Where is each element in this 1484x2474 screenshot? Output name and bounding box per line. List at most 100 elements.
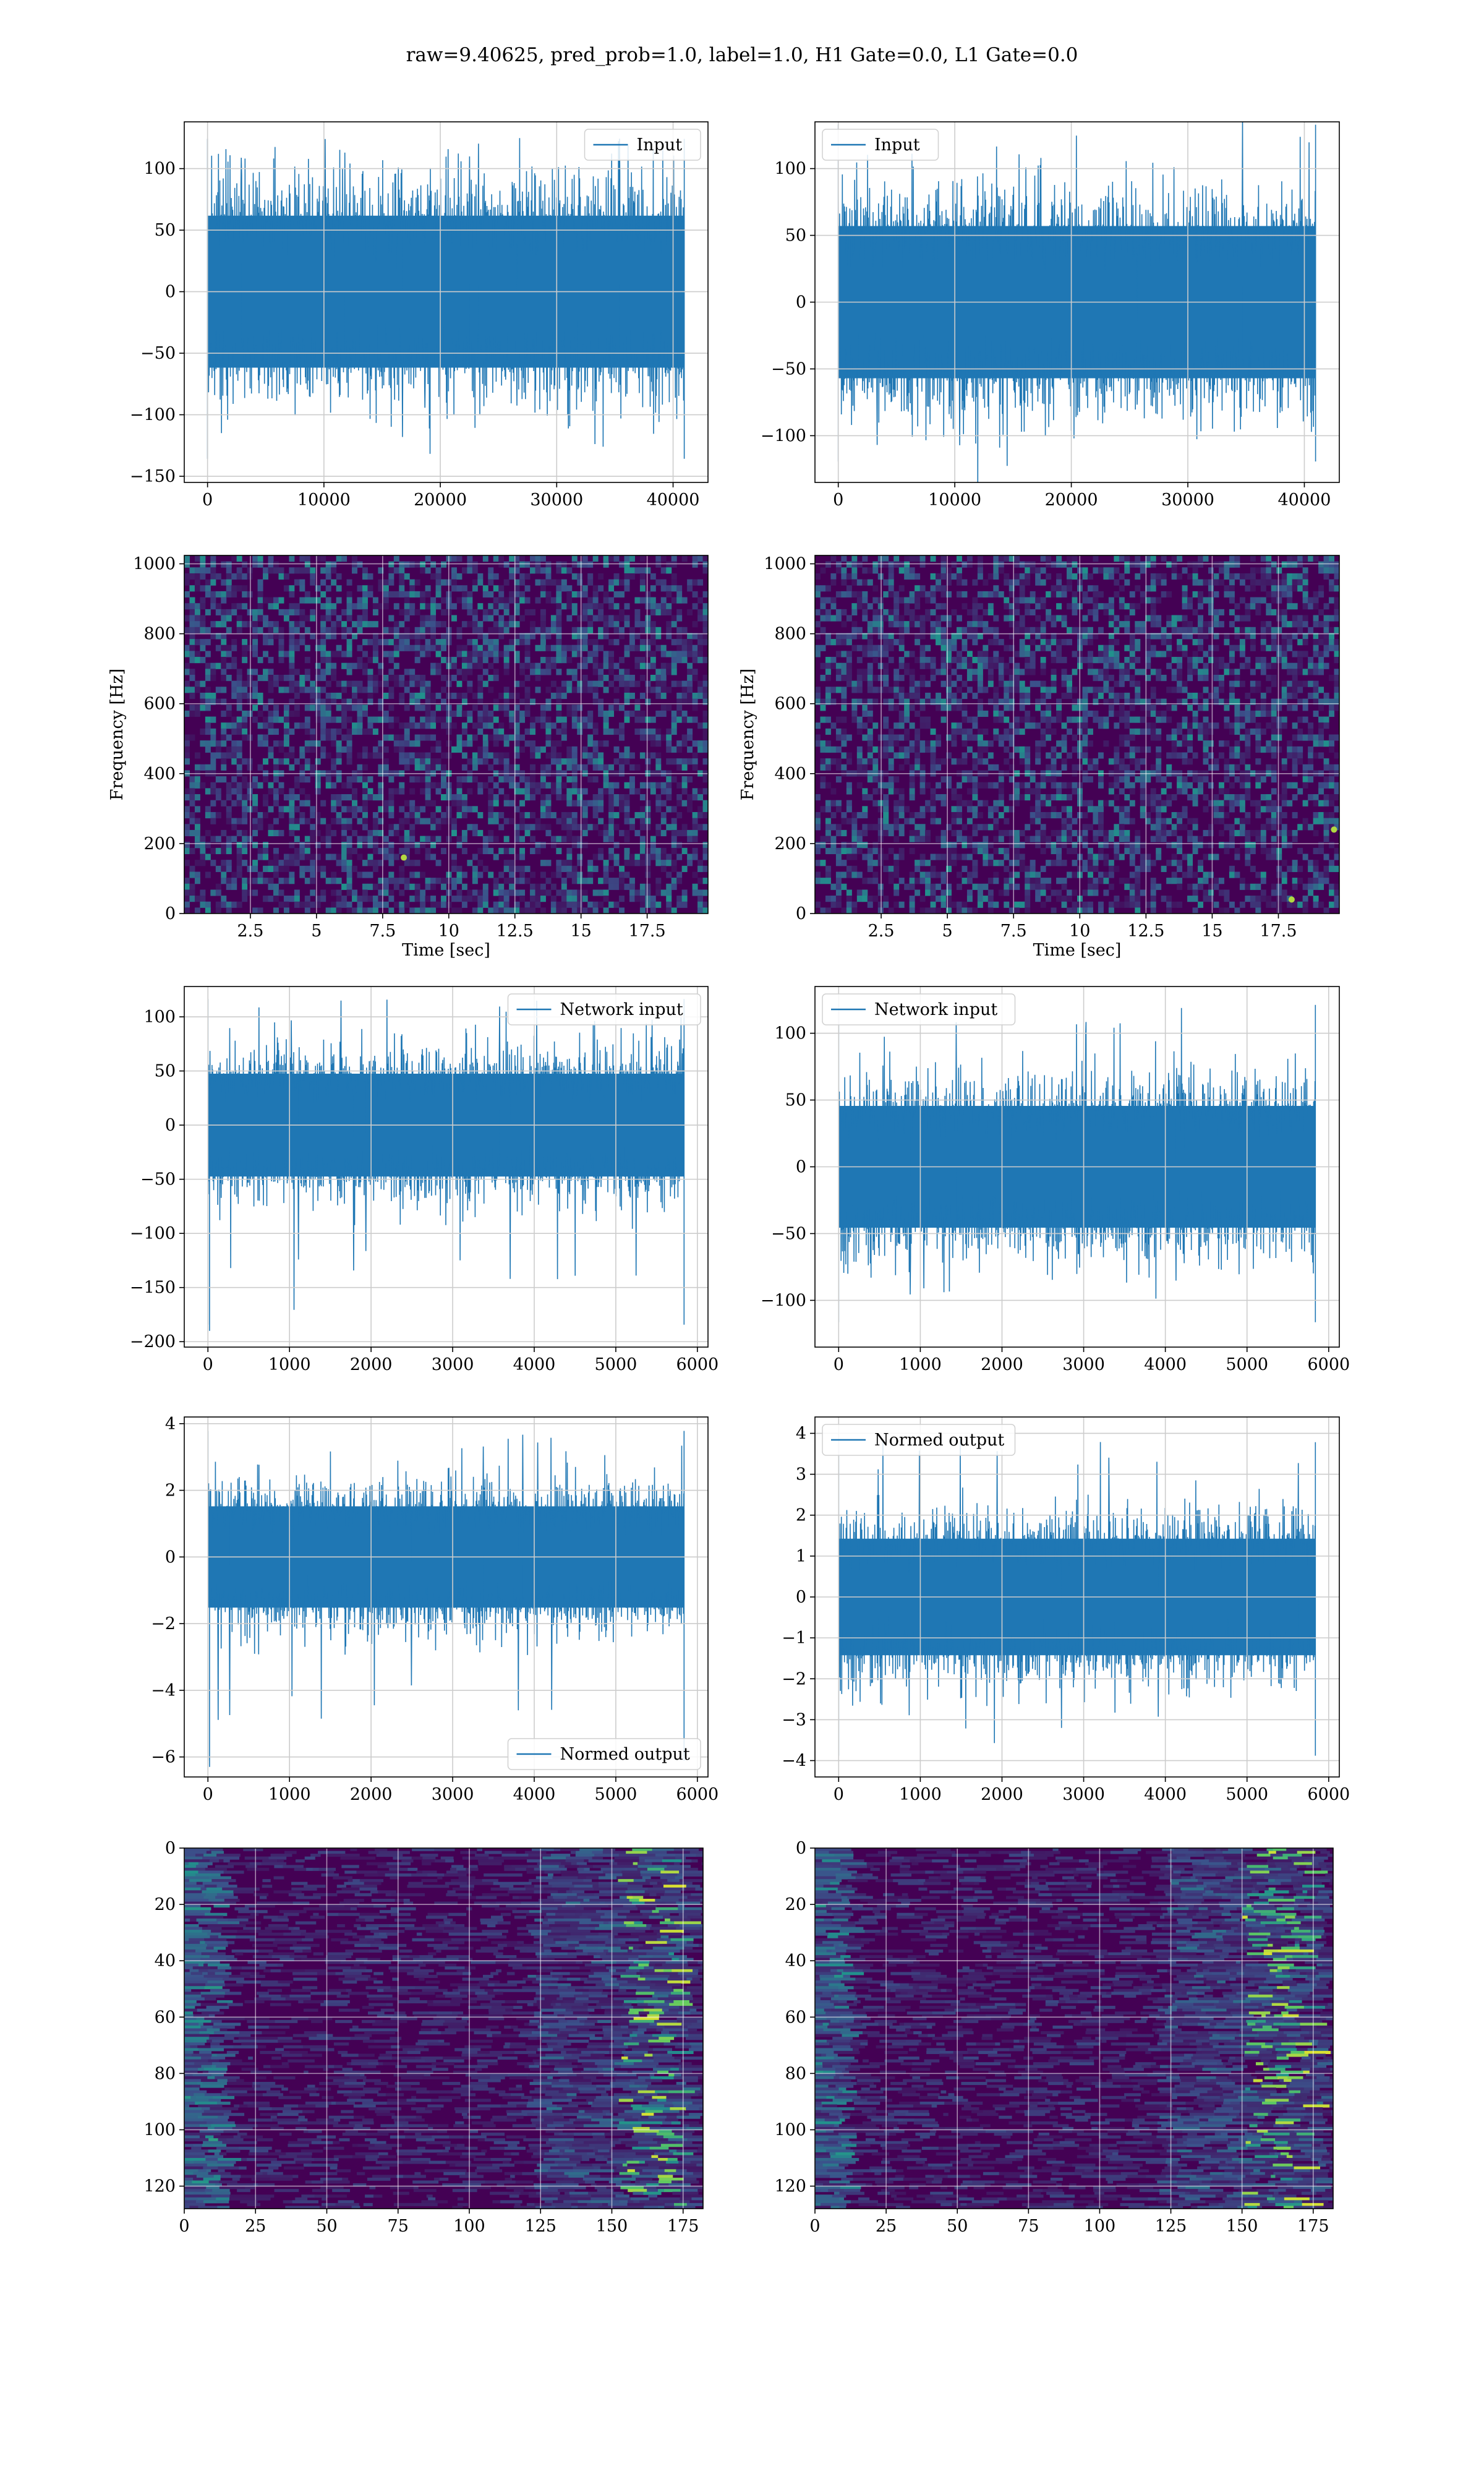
heatmap-cell xyxy=(304,896,310,902)
heatmap-cell xyxy=(862,811,868,819)
heatmap-cell xyxy=(545,824,552,831)
heatmap-cell xyxy=(383,591,389,598)
heatmap-cell xyxy=(877,907,884,914)
heatmap-cell xyxy=(1061,764,1067,771)
heatmap-cell xyxy=(1093,603,1099,610)
heatmap-cell xyxy=(877,818,884,824)
heatmap-cell xyxy=(951,829,957,837)
heatmap-cell xyxy=(383,675,389,682)
heatmap-cell xyxy=(692,758,698,765)
heatmap-cell xyxy=(1098,811,1104,819)
heatmap-cell xyxy=(514,836,520,842)
heatmap-cell xyxy=(1040,680,1046,687)
heatmap-cell xyxy=(835,901,842,908)
heatmap-cell xyxy=(888,847,894,854)
heatmap-cell xyxy=(676,782,683,789)
heatmap-cell xyxy=(247,609,253,615)
heatmap-cell xyxy=(1025,657,1031,664)
heatmap-cell xyxy=(1035,722,1041,729)
heatmap-cell xyxy=(835,687,842,693)
heatmap-cell xyxy=(226,734,232,741)
heatmap-cell xyxy=(226,883,232,890)
heatmap-cell xyxy=(273,758,279,765)
heatmap-cell xyxy=(420,627,426,633)
heatmap-cell xyxy=(273,871,279,878)
heatmap-cell xyxy=(488,716,494,723)
heatmap-cell xyxy=(655,901,662,908)
heatmap-cell xyxy=(1051,860,1057,867)
heatmap-cell xyxy=(383,692,389,700)
heatmap-cell xyxy=(619,579,625,586)
heatmap-cell xyxy=(231,609,237,615)
heatmap-cell xyxy=(242,758,248,765)
heatmap-cell xyxy=(273,675,279,682)
heatmap-cell xyxy=(872,585,879,592)
heatmap-cell xyxy=(867,824,873,831)
heatmap-cell xyxy=(409,836,416,842)
heatmap-cell xyxy=(697,746,704,753)
heatmap-cell xyxy=(184,901,190,908)
heatmap-cell xyxy=(514,585,520,592)
heatmap-cell xyxy=(310,740,316,747)
heatmap-cell xyxy=(1014,680,1020,687)
heatmap-cell xyxy=(461,644,467,651)
heatmap-cell xyxy=(236,669,242,675)
heatmap-cell xyxy=(687,675,693,682)
heatmap-cell xyxy=(221,662,227,669)
heatmap-cell xyxy=(461,776,467,783)
heatmap-cell xyxy=(456,746,463,753)
heatmap-cell xyxy=(420,561,426,568)
heatmap-cell xyxy=(998,836,1004,842)
heatmap-cell xyxy=(582,811,588,819)
heatmap-cell xyxy=(820,782,826,789)
heatmap-cell xyxy=(263,704,269,711)
heatmap-cell xyxy=(545,644,552,651)
heatmap-cell xyxy=(993,615,999,622)
heatmap-cell xyxy=(993,698,999,705)
heatmap-cell xyxy=(320,603,326,610)
heatmap-cell xyxy=(409,829,416,837)
heatmap-cell xyxy=(613,555,620,562)
heatmap-cell xyxy=(420,603,426,610)
heatmap-cell xyxy=(289,621,295,628)
heatmap-cell xyxy=(650,716,656,723)
heatmap-cell xyxy=(231,722,237,729)
heatmap-cell xyxy=(472,871,478,878)
heatmap-cell xyxy=(263,740,269,747)
heatmap-cell xyxy=(435,836,441,842)
heatmap-cell xyxy=(561,657,567,664)
heatmap-cell xyxy=(550,627,556,633)
heatmap-cell xyxy=(226,752,232,759)
heatmap-cell xyxy=(681,680,688,687)
heatmap-cell xyxy=(414,644,420,651)
heatmap-cell xyxy=(888,758,894,765)
heatmap-cell xyxy=(815,901,821,908)
heatmap-cell xyxy=(972,722,978,729)
heatmap-cell xyxy=(841,579,847,586)
heatmap-cell xyxy=(815,734,821,741)
heatmap-cell xyxy=(498,871,505,878)
heatmap-cell xyxy=(655,644,662,651)
heatmap-cell xyxy=(524,675,531,682)
heatmap-cell xyxy=(221,657,227,664)
heatmap-cell xyxy=(498,734,505,741)
heatmap-cell xyxy=(325,704,331,711)
heatmap-cell xyxy=(242,842,248,849)
heatmap-cell xyxy=(514,788,520,795)
heatmap-cell xyxy=(830,603,837,610)
heatmap-cell xyxy=(1061,818,1067,824)
heatmap-cell xyxy=(613,615,620,622)
heatmap-cell xyxy=(1004,669,1010,675)
heatmap-cell xyxy=(550,758,556,765)
heatmap-cell xyxy=(561,758,567,765)
heatmap-cell xyxy=(221,615,227,622)
heatmap-cell xyxy=(341,806,348,813)
heatmap-cell xyxy=(830,811,837,819)
heatmap-cell xyxy=(561,883,567,890)
heatmap-cell xyxy=(399,806,405,813)
heatmap-cell xyxy=(702,811,708,819)
heatmap-cell xyxy=(566,746,573,753)
heatmap-cell xyxy=(655,758,662,765)
heatmap-cell xyxy=(535,687,541,693)
heatmap-cell xyxy=(362,836,368,842)
